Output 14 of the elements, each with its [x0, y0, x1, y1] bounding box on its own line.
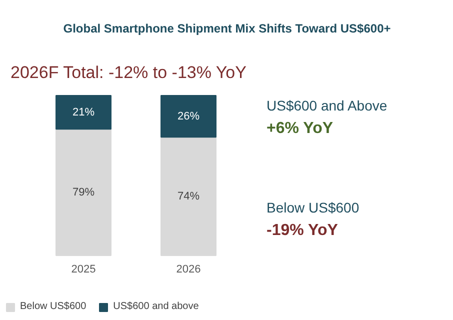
legend-label: Below US$600 [20, 301, 86, 312]
data-label: 74% [177, 190, 200, 202]
chart-title: Global Smartphone Shipment Mix Shifts Toward US$600+ [63, 22, 391, 36]
text: US$600 and Above [266, 98, 388, 114]
data-label: 79% [72, 186, 95, 198]
x-tick-label: 2025 [71, 264, 96, 276]
x-tick-label: 2026 [176, 264, 201, 276]
legend-label: US$600 and above [113, 301, 199, 312]
text: Below US$600 [266, 200, 360, 216]
chart-subtitle: 2026F Total: -12% to -13% YoY [10, 63, 246, 82]
text: -19% YoY [266, 222, 338, 239]
data-label: 26% [177, 110, 200, 122]
text: +6% YoY [266, 120, 334, 137]
data-label: 21% [72, 106, 95, 118]
